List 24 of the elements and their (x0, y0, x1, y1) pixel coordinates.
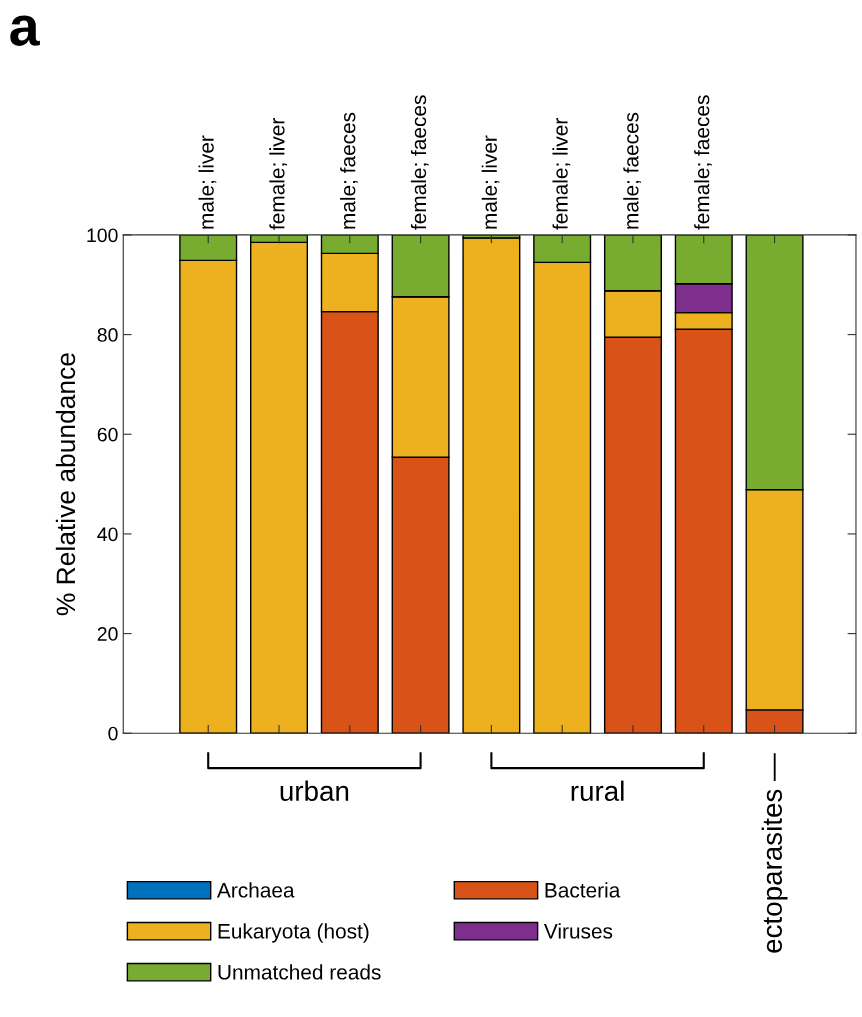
legend-label: Eukaryota (host) (218, 923, 369, 943)
legend-label: Archaea (216, 882, 295, 898)
x-tick-label: female; liver (269, 118, 288, 230)
y-tick-label: 0 (108, 726, 118, 741)
y-tick-label: 40 (97, 527, 118, 542)
x-tick-label: male; faeces (623, 112, 642, 229)
y-tick-label: 20 (97, 627, 118, 641)
x-tick-label: male; liver (481, 135, 500, 229)
y-tick-label: 80 (97, 328, 118, 342)
x-tick-label: female; liver (552, 118, 571, 230)
legend-label: Viruses (543, 923, 613, 939)
x-tick-label: female; faeces (410, 95, 429, 230)
y-tick-label: 100 (87, 228, 118, 243)
y-tick-label: 60 (97, 427, 118, 442)
text: ectoparasites — (761, 753, 788, 953)
text: rural (571, 780, 624, 801)
legend-label: Bacteria (545, 882, 621, 898)
x-tick-label: male; faeces (340, 112, 358, 229)
text: urban (280, 780, 349, 801)
text: a (10, 15, 40, 46)
y-axis-title: % Relative abundance (55, 353, 76, 616)
legend-label: Unmatched reads (218, 964, 381, 980)
x-tick-label: male; liver (198, 135, 217, 229)
x-tick-label: female; faeces (694, 95, 712, 230)
